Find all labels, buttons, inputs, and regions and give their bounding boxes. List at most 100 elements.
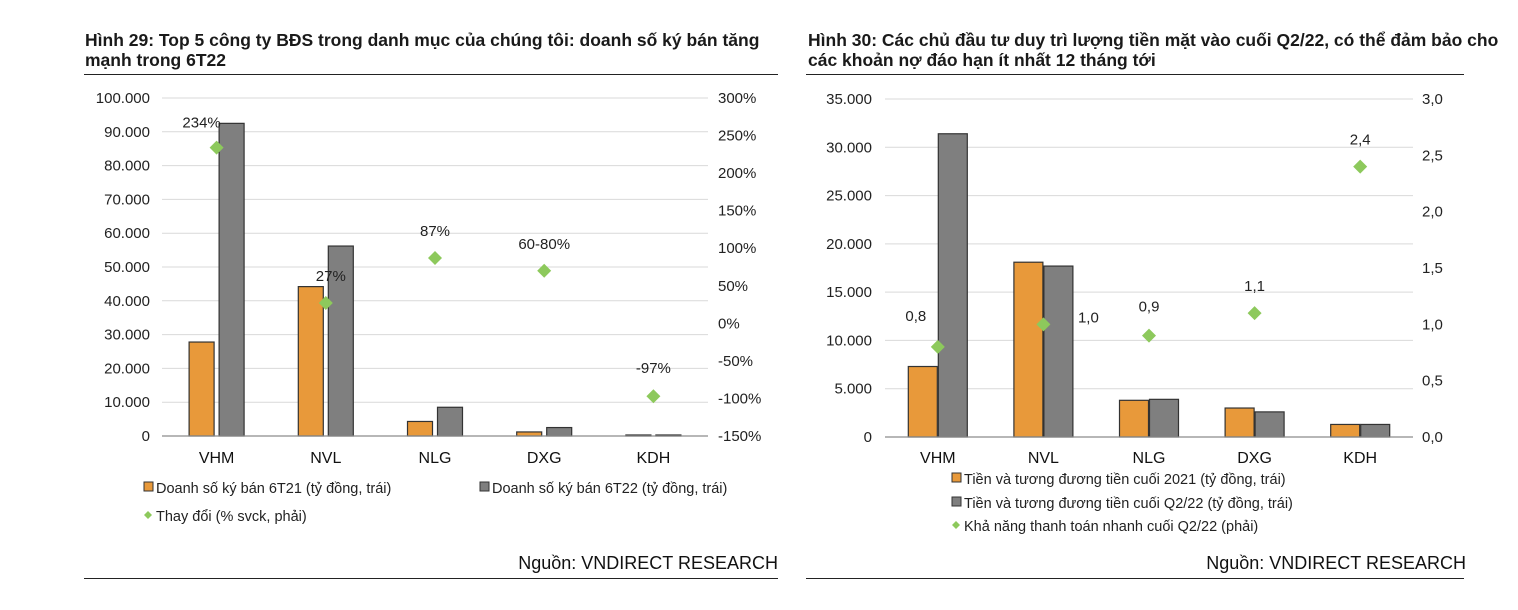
point-data-label: 1,0: [1078, 309, 1099, 326]
bar-nvl-series-1: [1013, 261, 1044, 438]
point-nlg: [1142, 328, 1156, 343]
point-data-label: 27%: [316, 268, 346, 285]
bar-vhm-series-2: [937, 133, 968, 438]
category-label: DXG: [527, 450, 562, 467]
legend-swatch-3: [144, 511, 152, 519]
right-axis-tick-label: -100%: [718, 390, 761, 407]
legend-label-3: Thay đổi (% svck, phải): [156, 509, 307, 525]
left-axis-tick-label: 100.000: [96, 90, 150, 107]
point-data-label: -97%: [636, 360, 671, 377]
category-label: NVL: [1028, 450, 1059, 467]
bar-nlg-series-2: [436, 406, 464, 437]
right-axis-tick-label: 2,5: [1422, 147, 1443, 164]
legend-label-2: Doanh số ký bán 6T22 (tỷ đồng, trái): [492, 481, 727, 497]
left-axis-tick-label: 10.000: [104, 394, 150, 411]
point-vhm: [930, 339, 945, 354]
bar-kdh-series-2: [1360, 423, 1391, 438]
point-vhm: [209, 140, 224, 155]
right-axis-tick-label: 250%: [718, 128, 756, 145]
category-label: NLG: [419, 450, 452, 467]
bar-dxg-series-2: [1254, 411, 1285, 438]
point-data-label: 87%: [420, 223, 450, 240]
category-label: KDH: [637, 450, 671, 467]
point-kdh: [646, 389, 661, 404]
bar-nlg-series-2: [1148, 398, 1180, 438]
right-axis-tick-label: -50%: [718, 353, 753, 370]
right-axis-tick-label: 0,0: [1422, 429, 1443, 446]
category-label: NLG: [1133, 450, 1166, 467]
right-axis-tick-label: 0,5: [1422, 373, 1443, 390]
left-axis-tick-label: 25.000: [826, 188, 872, 205]
left-axis-tick-label: 5.000: [834, 381, 872, 398]
category-label: KDH: [1343, 450, 1377, 467]
left-axis-tick-label: 30.000: [826, 139, 872, 156]
right-axis-tick-label: 1,5: [1422, 260, 1443, 277]
legend-swatch-2: [951, 496, 962, 507]
legend-swatch-3: [952, 521, 960, 529]
bar-vhm-series-2: [218, 122, 245, 437]
chart-panel-figure-29: Hình 29: Top 5 công ty BĐS trong danh mụ…: [84, 30, 778, 579]
legend-label-2: Tiền và tương đương tiền cuối Q2/22 (tỷ …: [964, 496, 1293, 512]
point-data-label: 2,4: [1350, 132, 1371, 149]
bar-nvl-series-2: [327, 245, 354, 437]
point-kdh: [1353, 159, 1368, 174]
right-axis-tick-label: -150%: [718, 428, 761, 445]
left-axis-tick-label: 0: [142, 428, 150, 445]
legend-swatch-1: [143, 481, 154, 492]
legend-swatch-2: [479, 481, 490, 492]
right-axis-tick-label: 50%: [718, 278, 748, 295]
left-axis-tick-label: 15.000: [826, 284, 872, 301]
point-data-label: 0,9: [1139, 299, 1160, 316]
bar-vhm-series-1: [907, 365, 938, 438]
chart-source: Nguồn: VNDIRECT RESEARCH: [518, 553, 778, 573]
point-data-label: 234%: [182, 115, 220, 132]
left-axis-tick-label: 35.000: [826, 91, 872, 108]
chart-svg-figure-29: 0 10.000 20.000 30.000 40.000 50.000 60.000 70.…: [96, 90, 762, 525]
point-nvl: [318, 296, 333, 311]
left-axis-tick-label: 40.000: [104, 293, 150, 310]
left-axis-tick-label: 50.000: [104, 259, 150, 276]
left-axis-tick-label: 20.000: [104, 360, 150, 377]
point-nvl: [1036, 317, 1051, 332]
bar-vhm-series-1: [188, 341, 215, 437]
legend-swatch-1: [951, 472, 962, 483]
point-data-label: 60-80%: [518, 236, 570, 253]
point-dxg: [537, 263, 552, 278]
bar-nvl-series-2: [1043, 265, 1074, 438]
left-axis-tick-label: 90.000: [104, 124, 150, 141]
legend-label-1: Tiền và tương đương tiền cuối 2021 (tỷ đ…: [964, 472, 1286, 488]
right-axis-tick-label: 200%: [718, 165, 756, 182]
chart-title: Hình 29: Top 5 công ty BĐS trong danh mụ…: [85, 30, 760, 70]
point-data-label: 1,1: [1244, 278, 1265, 295]
left-axis-tick-label: 60.000: [104, 225, 150, 242]
category-label: VHM: [920, 450, 956, 467]
bar-nvl-series-1: [297, 286, 324, 437]
point-nlg: [428, 250, 442, 265]
legend-label-1: Doanh số ký bán 6T21 (tỷ đồng, trái): [156, 481, 391, 497]
top-rule: [84, 74, 778, 75]
category-label: VHM: [199, 450, 235, 467]
right-axis-tick-label: 100%: [718, 240, 756, 257]
left-axis-tick-label: 30.000: [104, 327, 150, 344]
bottom-rule: [84, 578, 778, 579]
chart-svg-figure-30: 0 5.000 10.000 15.000 20.000 25.000 30.000 35.0…: [826, 91, 1443, 535]
point-dxg: [1247, 306, 1262, 321]
left-axis-tick-label: 0: [864, 429, 872, 446]
bar-nlg-series-1: [406, 420, 434, 437]
bar-nlg-series-1: [1118, 399, 1150, 438]
left-axis-tick-label: 20.000: [826, 236, 872, 253]
top-rule: [806, 74, 1464, 75]
left-axis-tick-label: 80.000: [104, 158, 150, 175]
right-axis-tick-label: 300%: [718, 90, 756, 107]
bar-dxg-series-1: [516, 431, 543, 437]
right-axis-tick-label: 2,0: [1422, 204, 1443, 221]
chart-panel-figure-30: Hình 30: Các chủ đầu tư duy trì lượng ti…: [790, 0, 1518, 610]
chart-source: Nguồn: VNDIRECT RESEARCH: [1206, 553, 1466, 573]
left-axis-tick-label: 10.000: [826, 332, 872, 349]
legend-label-3: Khả năng thanh toán nhanh cuối Q2/22 (ph…: [964, 519, 1258, 535]
point-data-label: 0,8: [905, 308, 926, 325]
right-axis-tick-label: 0%: [718, 315, 740, 332]
bar-dxg-series-1: [1224, 407, 1255, 438]
bar-dxg-series-2: [546, 426, 573, 437]
category-label: DXG: [1237, 450, 1272, 467]
